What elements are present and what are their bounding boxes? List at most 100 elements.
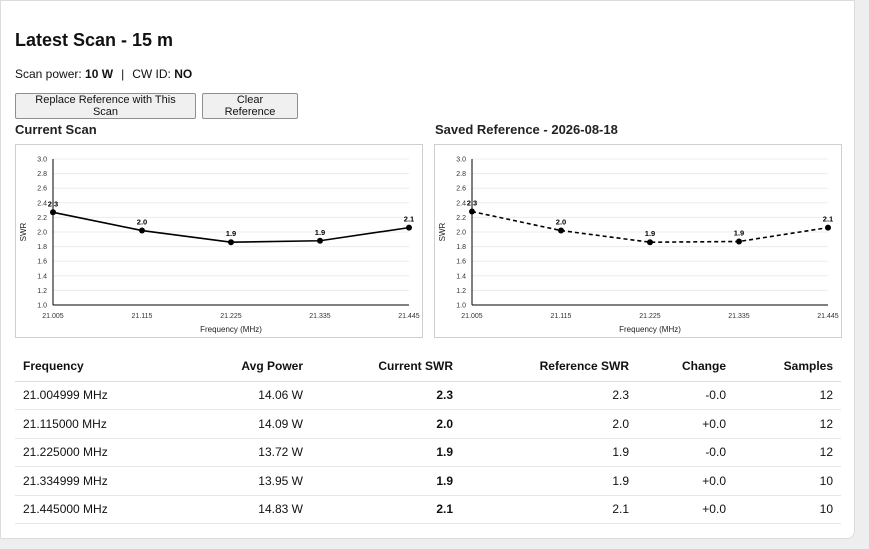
reference-scan-chart: 1.0 1.2 1.4 1.6 1.8 2.0 2.2 2.4 2.6 2.8 3.0 21.005 2… — [434, 144, 842, 338]
y-tick-label: 2.6 — [456, 186, 466, 193]
data-label: 2.1 — [823, 215, 833, 224]
column-header-reference-swr: Reference SWR — [461, 352, 637, 382]
cell-current-swr: 1.9 — [311, 438, 461, 467]
y-tick-label: 2.0 — [456, 230, 466, 237]
data-label: 2.0 — [556, 218, 566, 227]
x-tick-label: 21.005 — [42, 313, 64, 320]
data-label: 1.9 — [734, 228, 744, 237]
y-tick-label: 2.4 — [37, 200, 47, 207]
x-tick-label: 21.115 — [132, 313, 153, 320]
column-header-avg-power: Avg Power — [165, 352, 311, 382]
data-label: 1.9 — [315, 228, 325, 237]
cell-change: +0.0 — [637, 409, 734, 439]
clear-reference-button[interactable]: Clear Reference — [202, 93, 298, 119]
y-tick-label: 1.4 — [37, 273, 47, 280]
cell-frequency: 21.334999 MHz — [15, 466, 165, 496]
meta-separator: | — [121, 67, 125, 81]
cell-frequency: 21.004999 MHz — [15, 381, 165, 410]
y-tick-label: 1.6 — [37, 259, 47, 266]
data-point — [647, 239, 653, 246]
scan-meta: Scan power: 10 W | CW ID: NO — [15, 67, 192, 81]
table-row: 21.225000 MHz 13.72 W 1.9 1.9 -0.0 12 — [15, 438, 841, 467]
reference-scan-title: Saved Reference - 2026-08-18 — [435, 122, 618, 137]
column-header-current-swr: Current SWR — [311, 352, 461, 382]
cell-reference-swr: 2.0 — [461, 409, 637, 439]
cell-samples: 12 — [734, 409, 841, 439]
x-axis-label: Frequency (MHz) — [200, 325, 262, 334]
x-tick-label: 21.225 — [639, 313, 661, 320]
data-point — [736, 238, 742, 245]
cell-change: -0.0 — [637, 438, 734, 467]
data-label: 1.9 — [645, 229, 655, 238]
y-tick-label: 1.8 — [456, 244, 466, 251]
cell-current-swr: 2.3 — [311, 381, 461, 410]
cell-frequency: 21.115000 MHz — [15, 409, 165, 439]
data-point — [317, 237, 323, 244]
y-tick-label: 2.2 — [37, 215, 47, 222]
y-tick-label: 1.6 — [456, 259, 466, 266]
y-tick-label: 1.0 — [456, 303, 466, 310]
y-tick-label: 1.2 — [456, 288, 466, 295]
cell-change: -0.0 — [637, 381, 734, 410]
cell-samples: 10 — [734, 495, 841, 524]
data-point — [139, 227, 145, 234]
table-header-row: Frequency Avg Power Current SWR Referenc… — [15, 352, 841, 382]
data-point — [406, 224, 412, 231]
scan-table: Frequency Avg Power Current SWR Referenc… — [15, 352, 841, 524]
data-point — [825, 224, 831, 231]
table-row: 21.004999 MHz 14.06 W 2.3 2.3 -0.0 12 — [15, 381, 841, 410]
cell-samples: 10 — [734, 466, 841, 496]
cell-reference-swr: 1.9 — [461, 438, 637, 467]
column-header-change: Change — [637, 352, 734, 382]
cell-reference-swr: 2.1 — [461, 495, 637, 524]
cell-frequency: 21.445000 MHz — [15, 495, 165, 524]
y-tick-label: 2.4 — [456, 200, 466, 207]
data-label: 2.0 — [137, 218, 147, 227]
cell-avg-power: 14.83 W — [165, 495, 311, 524]
x-tick-label: 21.225 — [220, 313, 242, 320]
y-tick-label: 1.4 — [456, 273, 466, 280]
y-tick-label: 2.8 — [456, 171, 466, 178]
page-title: Latest Scan - 15 m — [15, 30, 174, 50]
cell-avg-power: 14.09 W — [165, 409, 311, 439]
cw-id-label: CW ID: — [132, 67, 171, 81]
scan-results-card: Latest Scan - 15 m Scan power: 10 W | CW I… — [0, 0, 855, 539]
y-tick-label: 3.0 — [456, 157, 466, 164]
cell-avg-power: 13.72 W — [165, 438, 311, 467]
replace-reference-button[interactable]: Replace Reference with This Scan — [15, 93, 196, 119]
x-tick-label: 21.335 — [728, 313, 750, 320]
table-row: 21.445000 MHz 14.83 W 2.1 2.1 +0.0 10 — [15, 495, 841, 524]
x-tick-label: 21.115 — [551, 313, 572, 320]
data-label: 1.9 — [226, 229, 236, 238]
scan-power-value: 10 W — [85, 67, 114, 81]
y-tick-label: 2.2 — [456, 215, 466, 222]
column-header-samples: Samples — [734, 352, 841, 382]
cell-current-swr: 2.1 — [311, 495, 461, 524]
y-tick-label: 1.8 — [37, 244, 47, 251]
x-tick-label: 21.445 — [398, 313, 420, 320]
y-axis-label: SWR — [19, 222, 28, 241]
cell-reference-swr: 1.9 — [461, 466, 637, 496]
current-scan-title: Current Scan — [15, 122, 97, 137]
cell-current-swr: 2.0 — [311, 409, 461, 439]
table-row: 21.115000 MHz 14.09 W 2.0 2.0 +0.0 12 — [15, 409, 841, 439]
cell-avg-power: 13.95 W — [165, 466, 311, 496]
cell-samples: 12 — [734, 381, 841, 410]
column-header-frequency: Frequency — [15, 352, 165, 382]
y-tick-label: 2.0 — [37, 230, 47, 237]
data-label: 2.3 — [467, 199, 477, 208]
y-tick-label: 2.6 — [37, 186, 47, 193]
cell-frequency: 21.225000 MHz — [15, 438, 165, 467]
cell-change: +0.0 — [637, 466, 734, 496]
scan-power-label: Scan power: — [15, 67, 82, 81]
cw-id-value: NO — [174, 67, 193, 81]
cell-change: +0.0 — [637, 495, 734, 524]
x-axis-label: Frequency (MHz) — [619, 325, 681, 334]
data-point — [228, 239, 234, 246]
cell-avg-power: 14.06 W — [165, 381, 311, 410]
data-point — [50, 209, 56, 216]
data-point — [469, 208, 475, 215]
y-axis-label: SWR — [438, 222, 447, 241]
table-row: 21.334999 MHz 13.95 W 1.9 1.9 +0.0 10 — [15, 466, 841, 496]
x-tick-label: 21.335 — [309, 313, 331, 320]
